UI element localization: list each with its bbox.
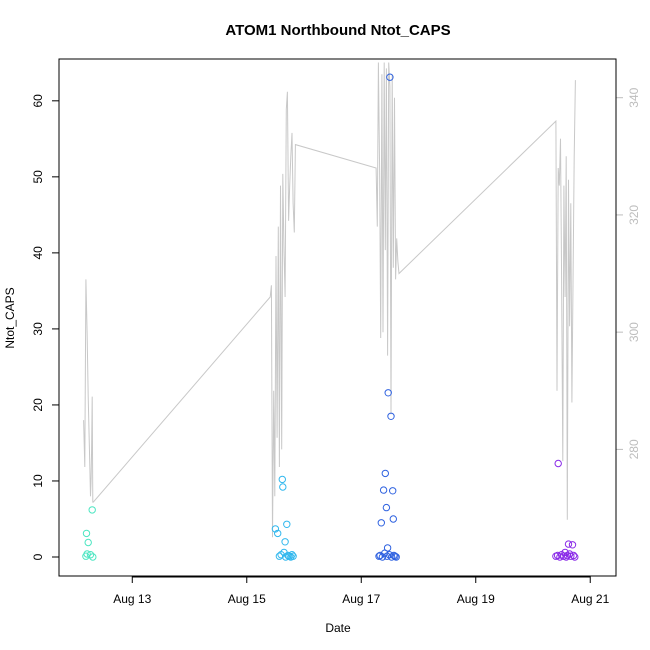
scatter-point <box>386 73 394 81</box>
scatter-point <box>389 487 397 495</box>
scatter-point <box>378 553 387 561</box>
y-axis-left: 0 10 20 30 40 50 60 <box>31 94 60 560</box>
y-tick-label: 60 <box>31 94 45 108</box>
y2-tick-label: 320 <box>627 205 641 225</box>
scatter-point <box>387 412 395 420</box>
y-tick-label: 20 <box>31 398 45 412</box>
y-tick-label: 40 <box>31 246 45 260</box>
y-axis-right: 280 300 320 340 <box>615 87 641 459</box>
secondary-series-line <box>83 62 576 538</box>
scatter-point <box>559 552 567 560</box>
y-axis-title: Ntot_CAPS <box>3 287 17 348</box>
secondary-line-layer <box>83 62 576 538</box>
scatter-point <box>564 540 573 548</box>
y2-tick-label: 300 <box>627 322 641 342</box>
scatter-point <box>391 552 399 560</box>
scatter-point <box>377 519 385 527</box>
scatter-point <box>382 503 391 512</box>
scatter-point <box>283 520 291 528</box>
scatter-point <box>379 486 388 494</box>
x-tick-label: Aug 13 <box>113 592 151 606</box>
x-tick-label: Aug 19 <box>457 592 495 606</box>
scatter-point <box>89 553 97 561</box>
scatter-point <box>375 552 383 560</box>
scatter-point <box>571 553 579 561</box>
scatter-point <box>288 551 296 559</box>
scatter-point <box>271 525 280 533</box>
scatter-point <box>88 506 96 514</box>
scatter-point <box>392 553 400 561</box>
y-tick-label: 50 <box>31 170 45 184</box>
x-axis-title: Date <box>325 621 351 635</box>
scatter-point <box>569 551 578 560</box>
scatter-point <box>289 552 297 560</box>
scatter-point <box>384 389 392 397</box>
scatter-point <box>86 551 95 559</box>
scatter-point <box>383 544 392 552</box>
y-tick-label: 0 <box>31 553 45 560</box>
x-axis: Aug 13 Aug 15 Aug 17 Aug 19 Aug 21 <box>113 576 610 606</box>
scatter-point <box>274 529 282 538</box>
scatter-point <box>389 515 397 523</box>
scatter-point <box>84 538 92 547</box>
y2-tick-label: 280 <box>627 439 641 459</box>
y2-tick-label: 340 <box>627 87 641 107</box>
scatter-point <box>278 475 286 484</box>
scatter-point <box>554 459 562 468</box>
scatter-point <box>82 529 91 538</box>
x-tick-label: Aug 15 <box>228 592 266 606</box>
x-tick-label: Aug 21 <box>571 592 609 606</box>
scatter-point <box>281 538 289 546</box>
y-tick-label: 30 <box>31 322 45 336</box>
chart-title: ATOM1 Northbound Ntot_CAPS <box>225 22 450 39</box>
x-tick-label: Aug 17 <box>342 592 380 606</box>
scatter-point <box>279 483 287 491</box>
scatter-point <box>381 469 389 478</box>
scatter-point <box>568 541 577 549</box>
scatter-point <box>82 552 90 560</box>
y-tick-label: 10 <box>31 474 45 488</box>
scatter-points-layer <box>82 73 579 561</box>
plot-frame <box>58 58 617 577</box>
scatter-point <box>567 552 575 560</box>
